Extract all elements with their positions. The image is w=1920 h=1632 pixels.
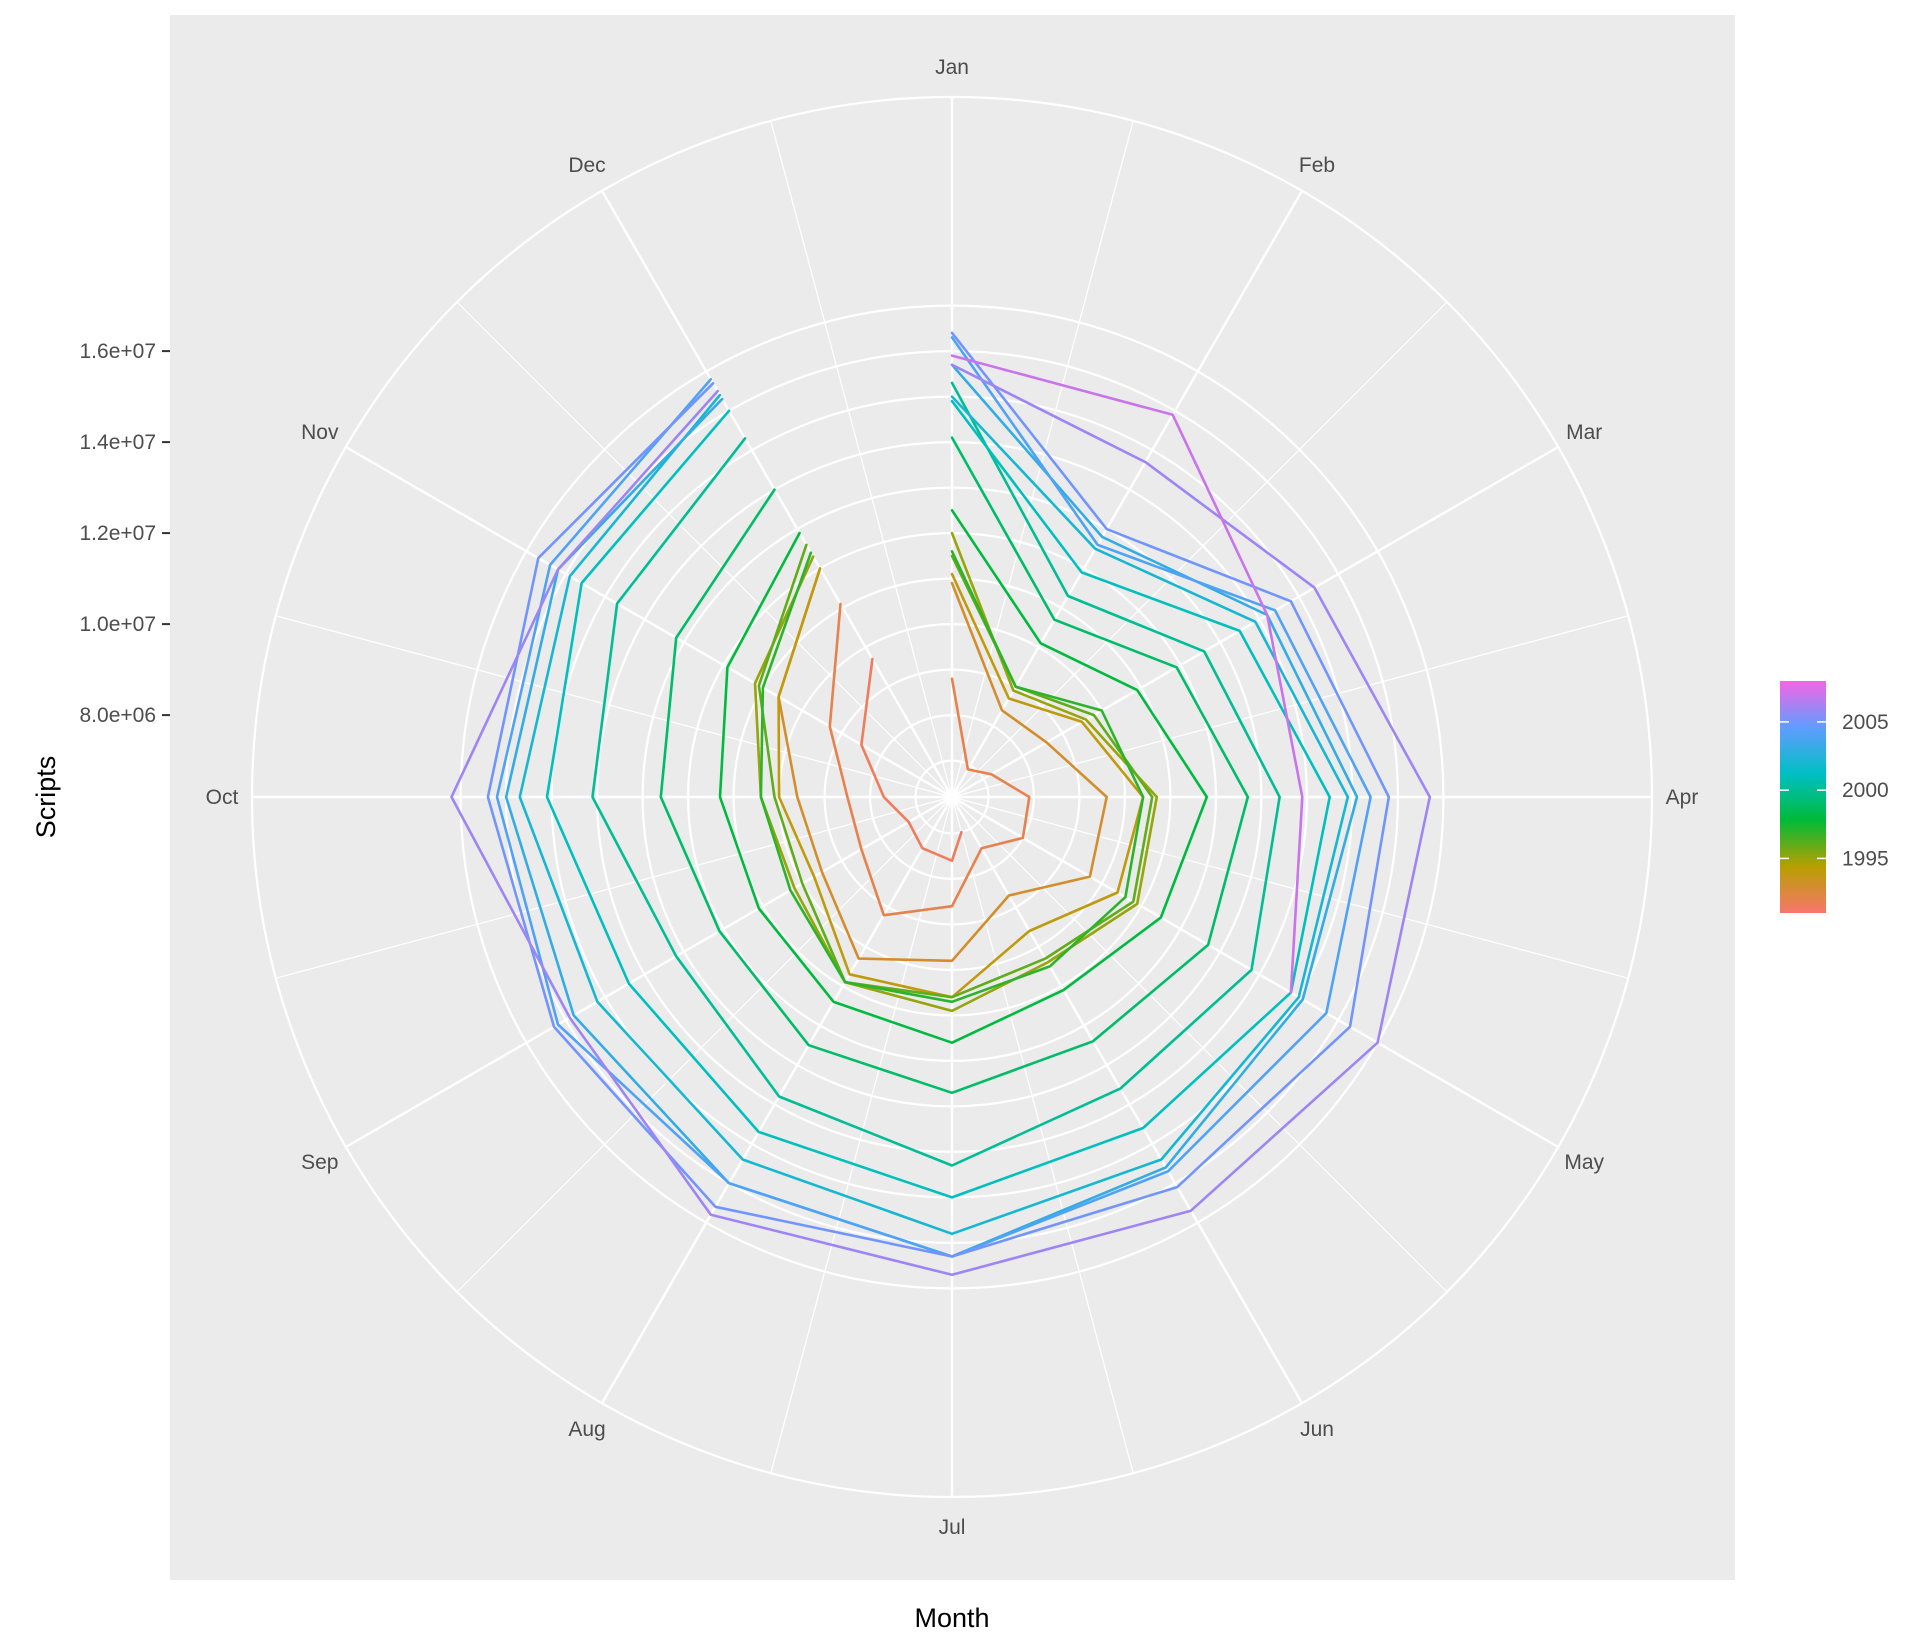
- grid-spoke-minor: [951, 615, 1629, 798]
- legend-colorbar: [1780, 681, 1826, 913]
- month-label: May: [1564, 1151, 1604, 1174]
- series-line-14: [486, 331, 1391, 1258]
- month-label: Sep: [301, 1151, 338, 1174]
- series-line-2: [777, 567, 1108, 963]
- grid-spoke-minor: [951, 796, 1448, 1293]
- month-label: Oct: [206, 786, 239, 809]
- month-label-group: Jan Feb Mar Apr May Jun Jul Aug Sep Oct Nov Dec: [206, 56, 1699, 1539]
- month-label: Mar: [1566, 421, 1602, 444]
- series-line-12: [504, 363, 1359, 1258]
- series-line-4: [753, 531, 1159, 1013]
- x-axis-title: Month: [914, 1603, 989, 1632]
- series-line-8: [659, 436, 1250, 1095]
- series-line-6: [759, 550, 1145, 1004]
- series-line-13: [495, 336, 1372, 1258]
- grid-spoke-major: [951, 795, 1559, 1149]
- grid-spoke-minor: [275, 796, 953, 979]
- month-label: Feb: [1299, 154, 1335, 177]
- y-axis: 8.0e+06 1.0e+07 1.2e+07 1.4e+07 1.6e+07: [80, 340, 170, 727]
- month-label: Apr: [1666, 786, 1699, 809]
- series-line-10: [545, 399, 1331, 1199]
- series-line-3: [777, 567, 1145, 999]
- grid-spoke-major: [950, 190, 1304, 798]
- legend-label: 2000: [1842, 779, 1889, 802]
- month-label: Nov: [301, 421, 339, 444]
- month-label: Jul: [939, 1516, 966, 1539]
- grid-spoke-minor: [951, 796, 1629, 979]
- grid-spoke-major: [600, 796, 954, 1404]
- series-group: [450, 331, 1432, 1277]
- grid-spoke-major: [345, 445, 953, 799]
- month-label: Jan: [935, 56, 969, 79]
- grid-spoke-minor: [456, 301, 953, 798]
- legend-label: 2005: [1842, 711, 1889, 734]
- month-label: Jun: [1300, 1418, 1334, 1441]
- series-line-7: [718, 509, 1209, 1044]
- grid-spoke-minor: [951, 301, 1448, 798]
- month-label: Dec: [568, 154, 605, 177]
- color-legend: 1995 2000 2005: [1780, 681, 1889, 913]
- series-line-9: [591, 381, 1281, 1167]
- grid-spoke-minor: [770, 120, 953, 798]
- series-line-0: [860, 657, 963, 862]
- y-tick-label: 1.0e+07: [80, 613, 157, 636]
- y-tick-label: 1.4e+07: [80, 431, 157, 454]
- series-line-16: [950, 354, 1304, 994]
- grid-spoke-major: [600, 190, 954, 798]
- series-line-15: [450, 363, 1432, 1277]
- grid-spoke-major: [950, 796, 1304, 1404]
- y-tick-label: 8.0e+06: [80, 704, 157, 727]
- grid-spoke-minor: [951, 120, 1134, 798]
- legend-label: 1995: [1842, 847, 1889, 870]
- grid-spoke-minor: [456, 796, 953, 1293]
- series-line-1: [828, 602, 1031, 917]
- series-line-11: [518, 393, 1350, 1236]
- y-axis-title: Scripts: [31, 756, 61, 839]
- polar-grid: [250, 95, 1654, 1499]
- series-line-5: [757, 543, 1154, 999]
- grid-spoke-major: [345, 795, 953, 1149]
- y-tick-label: 1.6e+07: [80, 340, 157, 363]
- y-tick-label: 1.2e+07: [80, 522, 157, 545]
- grid-spoke-minor: [951, 796, 1134, 1474]
- month-label: Aug: [568, 1418, 605, 1441]
